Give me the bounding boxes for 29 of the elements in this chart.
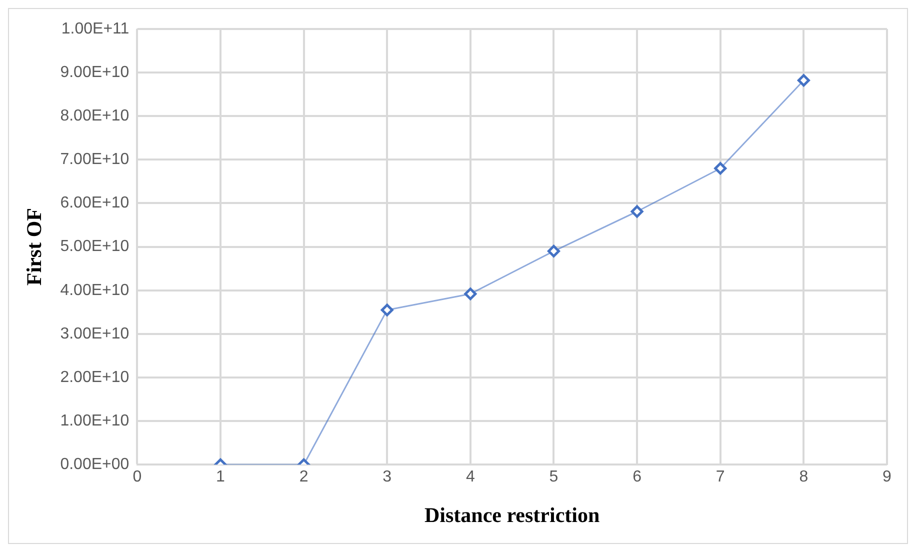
x-tick-label: 7	[716, 468, 725, 486]
point	[547, 244, 560, 258]
y-tick-label: 1.00E+10	[60, 412, 130, 430]
y-tick-label: 4.00E+10	[60, 282, 130, 299]
x-tick-label: 9	[882, 468, 892, 486]
x-axis-title: Distance restriction	[424, 502, 600, 527]
x-tick-label: 2	[299, 468, 308, 486]
y-axis-title: First OF	[22, 208, 46, 286]
x-tick-label: 0	[132, 468, 142, 486]
x-tick-label: 3	[382, 468, 392, 486]
x-tick-label: 5	[549, 468, 558, 486]
y-tick-label: 1.00E+11	[61, 20, 130, 38]
x-tick-label: 8	[799, 468, 808, 486]
x-tick-label: 6	[632, 468, 642, 486]
point	[464, 288, 477, 300]
y-tick-label: 8.00E+10	[60, 108, 130, 125]
y-tick-label: 2.00E+10	[60, 368, 130, 386]
y-tick-label: 3.00E+10	[60, 325, 130, 342]
x-tick-label: 1	[216, 468, 226, 486]
point	[630, 205, 644, 218]
point	[380, 304, 394, 316]
y-tick-label: 5.00E+10	[60, 238, 130, 256]
y-tick-label: 6.00E+10	[60, 194, 130, 212]
y-tick-label: 7.00E+10	[60, 151, 130, 168]
x-tick-label: 4	[466, 468, 475, 486]
y-tick-label: 9.00E+10	[60, 64, 130, 81]
y-tick-label: 0.00E+00	[60, 456, 130, 474]
point	[714, 162, 727, 175]
point	[797, 74, 810, 87]
